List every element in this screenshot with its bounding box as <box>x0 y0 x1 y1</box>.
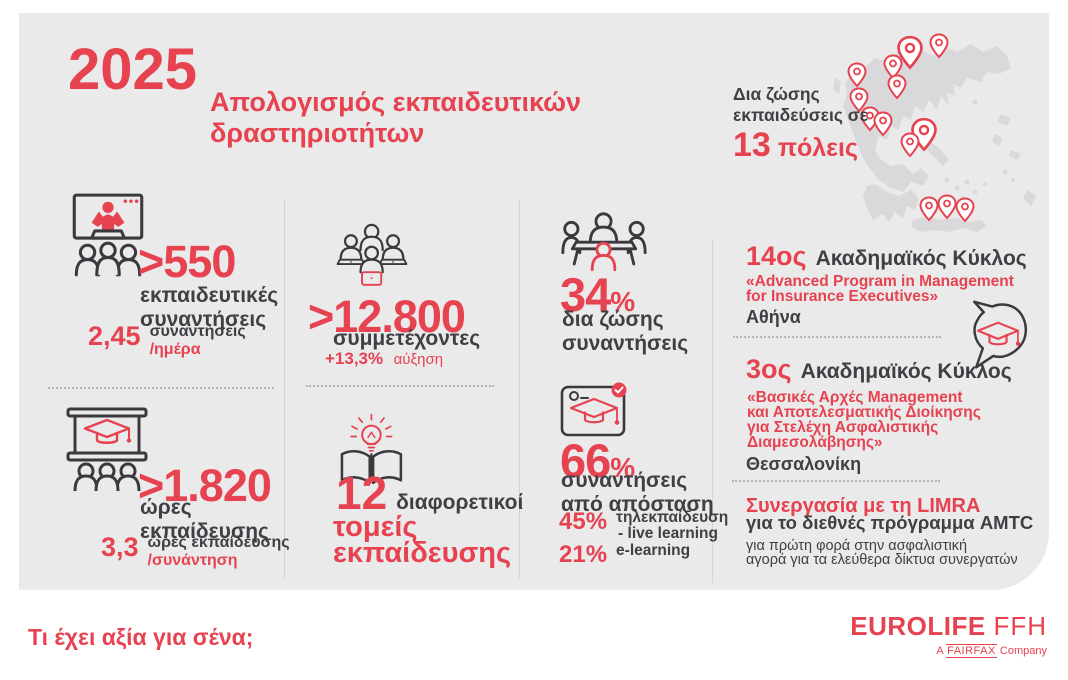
classroom-board-icon <box>66 407 148 491</box>
remote-label: συναντήσεις από απόσταση <box>561 469 714 516</box>
column-divider <box>284 200 285 578</box>
in-person-stat: 34 % <box>560 271 635 318</box>
hours-per-meeting: 3,3 ώρες εκπαίδευσης /συνάντηση <box>101 534 290 570</box>
map-pin <box>900 132 920 158</box>
cycle14-label: Ακαδημαϊκός Κύκλος <box>815 247 1027 270</box>
map-pin <box>847 62 867 88</box>
cycle3-program-name: «Βασικές Αρχές Management και Αποτελεσμα… <box>747 389 981 451</box>
cities-count: 13 <box>733 126 771 164</box>
map-pin <box>929 33 949 59</box>
meeting-table-icon <box>561 212 647 272</box>
page-title-line2: δραστηριοτήτων <box>210 118 425 148</box>
participants-value: >12.800 <box>308 291 466 342</box>
cycle3-ordinal: 3ος <box>746 354 792 384</box>
hours-value: >1.820 <box>138 460 272 511</box>
dotted-divider <box>733 336 941 338</box>
fairfax-tagline: A FAIRFAX Company <box>936 644 1047 658</box>
map-pin <box>887 74 907 100</box>
column-divider <box>519 200 520 578</box>
hours-rate-value: 3,3 <box>101 532 139 562</box>
tele-learning-stat: 45% τηλεκπαίδευση - live learning <box>559 508 729 542</box>
cycle14-ordinal: 14ος <box>746 241 807 271</box>
meetings-label: εκπαιδευτικές συναντήσεις <box>140 284 279 331</box>
map-pin <box>937 194 957 220</box>
cycle3-heading: 3ος Ακαδημαϊκός Κύκλος <box>746 356 1012 384</box>
cycle14-heading: 14ος Ακαδημαϊκός Κύκλος <box>746 243 1027 271</box>
meetings-value: >550 <box>138 236 236 287</box>
map-pins <box>847 33 975 223</box>
speech-bubble-graduation-icon <box>973 300 1028 369</box>
meetings-rate-label: συναντήσεις <box>149 323 246 340</box>
cities-label: πόλεις <box>777 134 858 162</box>
dotted-divider <box>48 387 274 389</box>
map-caption: Δια ζώσης εκπαιδεύσεις σε 13 πόλεις <box>733 84 868 163</box>
map-caption-line1: Δια ζώσης <box>733 84 820 104</box>
in-person-value: 34 <box>560 268 611 321</box>
greece-map <box>833 33 1037 232</box>
book-lightbulb-icon <box>340 413 403 485</box>
growth-value: +13,3% <box>325 349 384 368</box>
page-title-line1: Απολογισμός εκπαιδευτικών <box>210 87 581 117</box>
sectors-qualifier: διαφορετικοί <box>396 490 524 514</box>
participants-laptops-icon <box>336 223 408 286</box>
limra-title: Συνεργασία με τη LIMRA <box>746 495 981 517</box>
remote-learning-screen-icon <box>560 382 627 437</box>
tele-learning-value: 45% <box>559 508 608 535</box>
meetings-per-day: 2,45 συναντήσεις /ημέρα <box>88 323 246 359</box>
participants-growth: +13,3% αύξηση <box>325 349 443 369</box>
map-caption-line2: εκπαιδεύσεις σε <box>733 105 869 125</box>
growth-label: αύξηση <box>393 351 444 368</box>
page-title: Απολογισμός εκπαιδευτικών δραστηριοτήτων <box>210 87 581 149</box>
column-divider <box>712 240 713 583</box>
participants-label: συμμετέχοντες <box>333 327 481 350</box>
cycle14-program-name: «Advanced Program in Management for Insu… <box>746 273 1014 305</box>
presenter-training-icon <box>72 193 144 277</box>
title-year: 2025 <box>68 37 198 102</box>
sectors-stat: 12 διαφορετικοί <box>336 467 524 519</box>
map-pin <box>919 196 939 222</box>
hours-rate-label: ώρες εκπαίδευσης <box>147 534 290 551</box>
cycle3-city: Θεσσαλονίκη <box>746 454 862 474</box>
brand-logo: EUROLIFE FFH A FAIRFAX Company <box>850 611 1047 658</box>
remote-unit: % <box>610 452 636 483</box>
remote-stat: 66 % <box>560 437 635 484</box>
in-person-unit: % <box>610 286 636 317</box>
sectors-value: 12 <box>336 467 388 519</box>
eurolife-logo: EUROLIFE FFH <box>850 611 1047 641</box>
map-pin <box>897 35 923 70</box>
limra-subtitle: για το διεθνές πρόγραμμα AMTC <box>746 512 1034 533</box>
map-pin <box>955 197 975 223</box>
dotted-divider <box>732 480 940 482</box>
map-pin <box>849 87 869 113</box>
meetings-rate-unit: /ημέρα <box>149 341 201 358</box>
remote-value: 66 <box>560 434 611 487</box>
elearning-stat: 21% e-learning <box>559 541 691 568</box>
report-card: 2025 Απολογισμός εκπαιδευτικών δραστηριο… <box>19 13 1049 590</box>
hours-rate-unit: /συνάντηση <box>147 552 238 569</box>
hours-label: ώρες εκπαίδευσης <box>140 496 269 543</box>
limra-note: για πρώτη φορά στην ασφαλιστική αγορά γι… <box>746 538 1018 568</box>
map-pin <box>860 106 880 132</box>
in-person-label: δια ζώσης συναντήσεις <box>562 308 689 355</box>
map-pin <box>873 111 893 137</box>
meetings-rate-value: 2,45 <box>88 321 141 351</box>
cycle14-city: Αθήνα <box>746 307 801 327</box>
brand-tagline: Τι έχει αξία για σένα; <box>28 624 254 650</box>
dotted-divider <box>306 385 494 387</box>
cycle3-label: Ακαδημαϊκός Κύκλος <box>800 360 1012 383</box>
sectors-label: τομείς εκπαίδευσης <box>333 511 512 569</box>
elearning-value: 21% <box>559 541 608 568</box>
